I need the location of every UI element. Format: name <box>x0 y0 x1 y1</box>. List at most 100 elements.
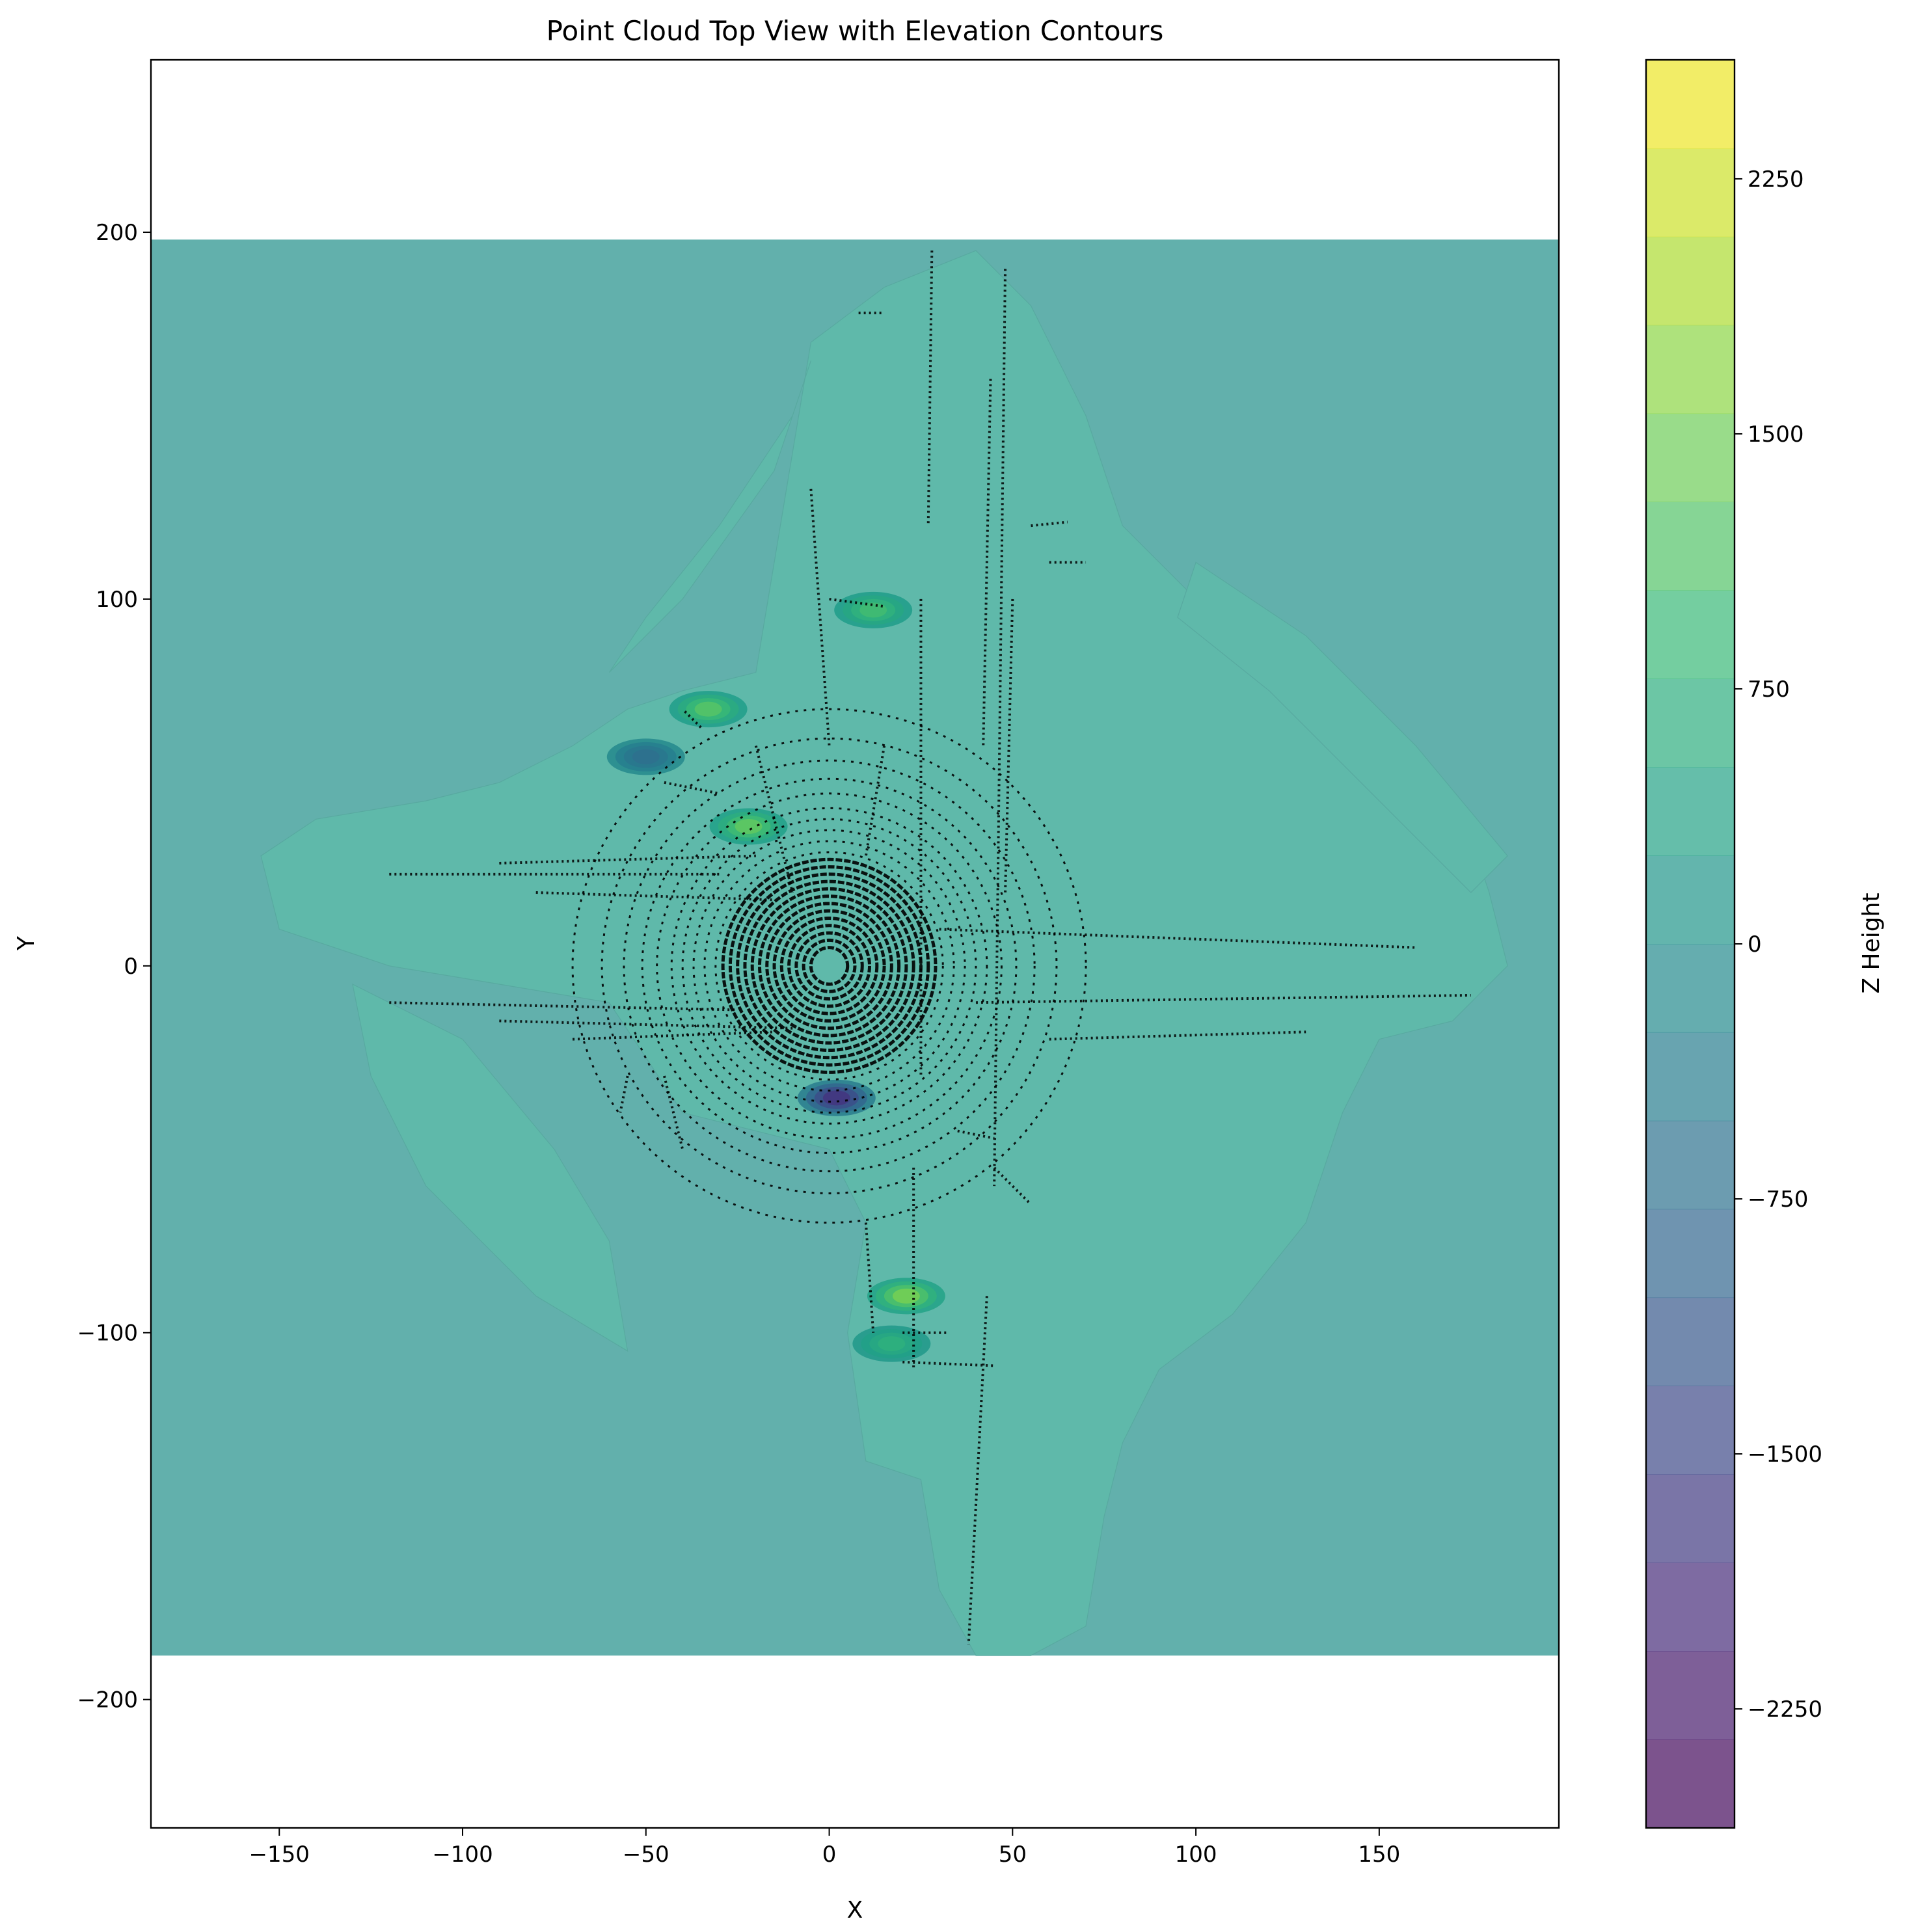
scatter-point-trail <box>975 993 1471 1004</box>
contour-hotspot <box>852 1325 931 1362</box>
x-axis-label: X <box>847 1897 863 1924</box>
scatter-ring <box>765 902 893 1030</box>
colorbar-tick-label: 2250 <box>1748 167 1804 193</box>
colorbar-band <box>1646 1563 1735 1652</box>
x-tick-label: −150 <box>249 1842 310 1868</box>
colorbar-band <box>1646 1297 1735 1386</box>
scatter-point-trail <box>957 1129 995 1140</box>
scatter-ring <box>714 851 944 1081</box>
x-tick-label: 100 <box>1175 1842 1217 1868</box>
scatter-ring <box>623 759 1036 1173</box>
colorbar-tick-label: 0 <box>1748 932 1762 958</box>
colorbar-band <box>1646 1474 1735 1563</box>
scatter-point-trail <box>809 489 831 746</box>
colorbar-band <box>1646 767 1735 856</box>
colorbar-band <box>1646 590 1735 679</box>
scatter-point-trail <box>619 1075 629 1113</box>
colorbar-band <box>1646 413 1735 502</box>
scatter-point-trail <box>829 597 885 608</box>
scatter-point-trail <box>1004 598 1014 893</box>
colorbar: 2250 1500 750 0 −750 −1500 −2250 Z Height <box>1645 59 1885 1829</box>
scatter-ring <box>641 777 1018 1154</box>
scatter-point-trail <box>967 1296 988 1645</box>
colorbar-tick-label: 750 <box>1748 677 1790 703</box>
scatter-ring <box>772 909 886 1023</box>
x-tick-label: −100 <box>432 1842 493 1868</box>
plot-frame <box>150 59 1560 1829</box>
contour-hotspot <box>606 738 685 775</box>
scatter-layer <box>389 250 1471 1645</box>
scatter-ring <box>656 792 1003 1140</box>
colorbar-tick-label: −2250 <box>1748 1697 1822 1723</box>
scatter-point-trail <box>681 708 702 729</box>
contour-hotspot-ring <box>822 1090 850 1106</box>
colorbar-band <box>1646 1651 1735 1740</box>
contour-hotspot <box>867 1278 945 1315</box>
colorbar-band <box>1646 678 1735 768</box>
colorbar-tick-label: −1500 <box>1748 1442 1822 1468</box>
x-axis: −150 −100 −50 0 50 100 150 <box>249 1828 1400 1868</box>
scatter-ring <box>779 917 879 1015</box>
colorbar-band <box>1646 148 1735 237</box>
contour-hotspot-ring <box>859 602 887 618</box>
scatter-point-trail <box>754 745 794 893</box>
y-axis-label: Y <box>13 935 40 951</box>
scatter-point-trail <box>499 854 756 865</box>
scatter-ring <box>743 879 915 1053</box>
y-tick-label: −100 <box>77 1321 138 1347</box>
scatter-point-trail <box>939 928 1416 949</box>
scatter-point-trail <box>982 379 992 746</box>
scatter-point-trail <box>389 1001 738 1012</box>
y-tick-label: −200 <box>77 1687 138 1713</box>
colorbar-band <box>1646 1739 1735 1829</box>
colorbar-band <box>1646 1386 1735 1475</box>
scatter-ring <box>794 931 864 1001</box>
x-tick-label: −50 <box>623 1842 669 1868</box>
scatter-ring <box>802 938 857 993</box>
contour-hotspot <box>834 591 913 628</box>
colorbar-band <box>1646 236 1735 326</box>
scatter-point-trail <box>663 1075 684 1150</box>
scatter-ring <box>681 818 977 1114</box>
colorbar-band <box>1646 1120 1735 1210</box>
scatter-ring <box>692 829 966 1103</box>
contour-hotspot-ring <box>694 701 722 717</box>
scatter-ring <box>736 872 923 1060</box>
colorbar-band <box>1646 60 1735 149</box>
x-tick-label: 0 <box>822 1842 837 1868</box>
colorbar-band <box>1646 502 1735 591</box>
scatter-point-trail <box>1049 1030 1306 1041</box>
y-axis: −200 −100 0 100 200 <box>77 220 151 1713</box>
colorbar-tick-label: 1500 <box>1748 422 1804 448</box>
contour-hotspot-ring <box>878 1336 906 1352</box>
colorbar-tick-label: −750 <box>1748 1187 1808 1213</box>
colorbar-band <box>1646 1209 1735 1298</box>
scatter-ring <box>809 946 850 986</box>
contour-band-right-wing <box>1177 561 1508 893</box>
scatter-ring <box>601 737 1058 1194</box>
scatter-ring <box>571 708 1087 1224</box>
x-tick-label: 150 <box>1358 1842 1400 1868</box>
scatter-point-trail <box>1031 520 1068 528</box>
contour-hotspot <box>709 808 788 845</box>
contour-hotspot-ring <box>632 749 660 764</box>
scatter-ring <box>703 840 955 1092</box>
colorbar-band <box>1646 855 1735 945</box>
contour-hotspot <box>669 691 748 728</box>
scatter-ring <box>728 865 930 1067</box>
scatter-point-trail <box>926 250 934 526</box>
colorbar-ticks: 2250 1500 750 0 −750 −1500 −2250 <box>1735 167 1822 1723</box>
contour-band-left-lobe <box>352 983 628 1352</box>
contour-band-upper-left-wing <box>608 360 811 673</box>
y-tick-label: 200 <box>96 220 138 246</box>
colorbar-label: Z Height <box>1858 892 1885 993</box>
scatter-point-trail <box>993 269 1007 1187</box>
y-tick-label: 0 <box>124 954 138 980</box>
scatter-ring <box>721 857 938 1074</box>
y-tick-label: 100 <box>96 587 138 613</box>
scatter-ring <box>670 807 988 1125</box>
colorbar-band <box>1646 944 1735 1033</box>
scatter-ring <box>750 887 908 1045</box>
colorbar-band <box>1646 325 1735 414</box>
